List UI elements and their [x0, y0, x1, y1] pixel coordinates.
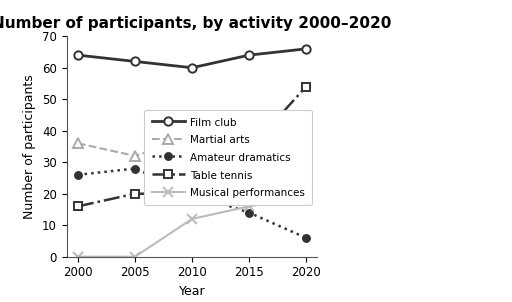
Line: Film club: Film club — [74, 45, 310, 72]
Line: Table tennis: Table tennis — [74, 82, 310, 210]
Martial arts — [75, 142, 81, 145]
Martial arts — [246, 148, 252, 151]
Musical performances — [75, 255, 81, 259]
Musical performances — [132, 255, 138, 259]
Amateur dramatics — [132, 167, 138, 170]
Film club — [303, 47, 309, 51]
Y-axis label: Number of participants: Number of participants — [24, 74, 36, 219]
Line: Amateur dramatics: Amateur dramatics — [74, 165, 310, 241]
Amateur dramatics — [75, 173, 81, 177]
X-axis label: Year: Year — [179, 285, 205, 298]
Musical performances — [246, 204, 252, 208]
Martial arts — [303, 142, 309, 145]
Film club — [189, 66, 195, 69]
Martial arts — [132, 154, 138, 158]
Table tennis — [189, 192, 195, 195]
Table tennis — [303, 85, 309, 88]
Table tennis — [246, 148, 252, 151]
Amateur dramatics — [246, 211, 252, 214]
Musical performances — [303, 195, 309, 199]
Film club — [75, 53, 81, 57]
Line: Musical performances: Musical performances — [73, 192, 311, 262]
Line: Martial arts: Martial arts — [73, 132, 311, 161]
Film club — [246, 53, 252, 57]
Table tennis — [75, 204, 81, 208]
Martial arts — [189, 135, 195, 139]
Table tennis — [132, 192, 138, 195]
Film club — [132, 59, 138, 63]
Legend: Film club, Martial arts, Amateur dramatics, Table tennis, Musical performances: Film club, Martial arts, Amateur dramati… — [144, 110, 312, 205]
Amateur dramatics — [303, 236, 309, 239]
Amateur dramatics — [189, 192, 195, 195]
Musical performances — [189, 217, 195, 221]
Title: Number of participants, by activity 2000–2020: Number of participants, by activity 2000… — [0, 16, 392, 31]
